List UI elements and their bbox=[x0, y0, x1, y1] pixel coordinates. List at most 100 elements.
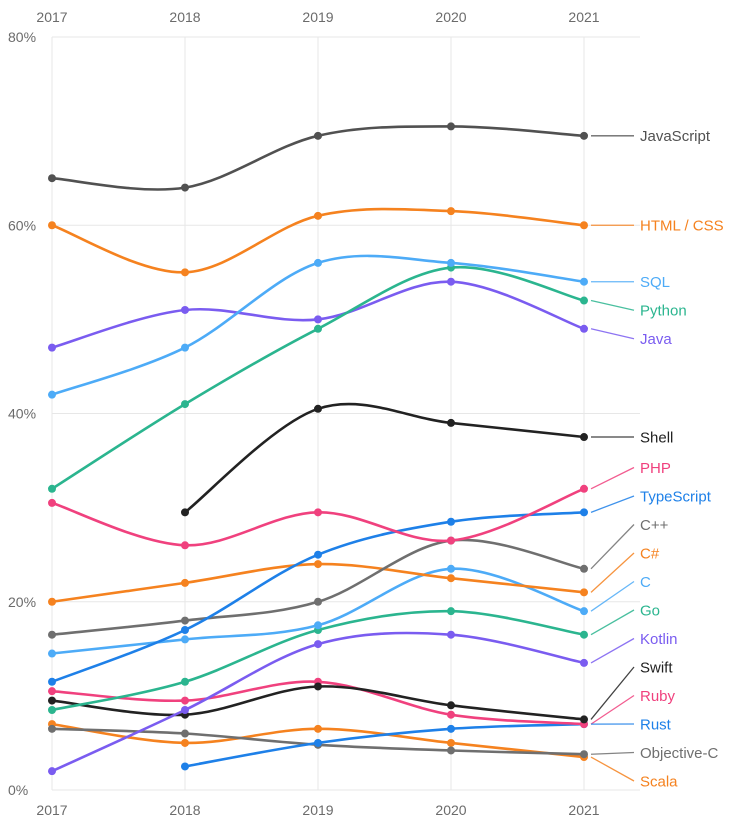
series-point-kotlin bbox=[580, 658, 588, 667]
series-point-java bbox=[580, 324, 588, 333]
y-tick-label: 60% bbox=[8, 217, 36, 233]
series-point-php bbox=[314, 508, 322, 517]
label-connector-python bbox=[590, 299, 635, 311]
series-point-python bbox=[48, 484, 56, 493]
x-tick-label-bottom: 2019 bbox=[302, 802, 333, 818]
series-point-ruby bbox=[48, 687, 56, 696]
series-point-c bbox=[580, 607, 588, 616]
series-point-objective-c bbox=[580, 750, 588, 759]
series-line-rust bbox=[183, 722, 586, 768]
series-point-swift bbox=[314, 682, 322, 691]
series-point-rust bbox=[447, 724, 455, 733]
y-tick-label: 80% bbox=[8, 29, 36, 45]
series-point-html-css bbox=[447, 207, 455, 216]
series-point-objective-c bbox=[48, 724, 56, 733]
x-tick-label-top: 2021 bbox=[568, 9, 599, 25]
series-point-sql bbox=[314, 258, 322, 267]
x-tick-label-top: 2019 bbox=[302, 9, 333, 25]
series-point-typescript bbox=[314, 550, 322, 559]
series-point-sql bbox=[447, 258, 455, 267]
x-tick-label-top: 2017 bbox=[36, 9, 67, 25]
series-point-c bbox=[48, 649, 56, 658]
series-point-shell bbox=[580, 433, 588, 442]
series-point-typescript bbox=[48, 677, 56, 686]
label-connector-objective-c bbox=[590, 751, 635, 755]
x-tick-label-bottom: 2020 bbox=[435, 802, 466, 818]
series-point-kotlin bbox=[447, 630, 455, 639]
series-label-c: C# bbox=[640, 545, 660, 562]
series-point-go bbox=[580, 630, 588, 639]
series-label-sql: SQL bbox=[640, 274, 670, 291]
series-label-shell: Shell bbox=[640, 429, 673, 446]
series-point-html-css bbox=[314, 211, 322, 220]
series-point-typescript bbox=[181, 625, 189, 634]
series-point-html-css bbox=[181, 268, 189, 277]
series-point-kotlin bbox=[181, 705, 189, 714]
series-point-c bbox=[181, 635, 189, 644]
y-tick-label: 40% bbox=[8, 406, 36, 422]
series-point-java bbox=[181, 305, 189, 314]
series-point-c bbox=[181, 578, 189, 587]
x-tick-label-bottom: 2018 bbox=[169, 802, 200, 818]
series-label-c: C++ bbox=[640, 517, 669, 534]
series-point-javascript bbox=[580, 131, 588, 140]
series-point-php bbox=[447, 536, 455, 545]
x-tick-label-bottom: 2017 bbox=[36, 802, 67, 818]
series-point-shell bbox=[314, 404, 322, 413]
series-label-objective-c: Objective-C bbox=[640, 745, 719, 762]
series-point-php bbox=[181, 541, 189, 550]
series-point-javascript bbox=[447, 122, 455, 131]
series-point-ruby bbox=[181, 696, 189, 705]
series-point-typescript bbox=[580, 508, 588, 517]
series-label-python: Python bbox=[640, 302, 687, 319]
series-line-shell bbox=[183, 402, 586, 514]
series-point-go bbox=[48, 705, 56, 714]
series-label-swift: Swift bbox=[640, 659, 673, 676]
series-label-ruby: Ruby bbox=[640, 688, 676, 705]
label-connector-kotlin bbox=[590, 637, 635, 664]
series-point-rust bbox=[181, 762, 189, 771]
series-point-python bbox=[580, 296, 588, 305]
series-label-html-css: HTML / CSS bbox=[640, 218, 724, 235]
series-point-swift bbox=[48, 696, 56, 705]
series-point-rust bbox=[314, 738, 322, 747]
series-point-ruby bbox=[447, 710, 455, 719]
label-connector-php bbox=[590, 466, 635, 490]
series-point-objective-c bbox=[447, 746, 455, 755]
series-point-c bbox=[314, 621, 322, 630]
x-tick-label-top: 2018 bbox=[169, 9, 200, 25]
series-point-scala bbox=[447, 738, 455, 747]
series-point-c bbox=[314, 560, 322, 569]
series-point-shell bbox=[181, 508, 189, 517]
series-point-javascript bbox=[181, 183, 189, 192]
series-point-javascript bbox=[48, 174, 56, 183]
y-tick-label: 0% bbox=[8, 782, 28, 798]
series-label-kotlin: Kotlin bbox=[640, 631, 678, 648]
label-connector-c bbox=[590, 552, 635, 593]
label-connector-swift bbox=[590, 666, 635, 720]
series-point-java bbox=[314, 315, 322, 324]
series-label-rust: Rust bbox=[640, 716, 672, 733]
series-point-typescript bbox=[447, 517, 455, 526]
series-point-c bbox=[314, 597, 322, 606]
series-label-javascript: JavaScript bbox=[640, 128, 711, 145]
series-point-sql bbox=[181, 343, 189, 352]
label-connector-ruby bbox=[590, 694, 635, 725]
label-connector-typescript bbox=[590, 495, 635, 513]
series-label-go: Go bbox=[640, 602, 660, 619]
series-label-java: Java bbox=[640, 331, 672, 348]
series-point-swift bbox=[580, 715, 588, 724]
label-connector-c bbox=[590, 580, 635, 612]
label-connector-go bbox=[590, 609, 635, 636]
series-point-c bbox=[580, 564, 588, 573]
series-point-go bbox=[181, 677, 189, 686]
x-tick-label-bottom: 2021 bbox=[568, 802, 599, 818]
series-point-c bbox=[48, 597, 56, 606]
series-point-shell bbox=[447, 418, 455, 427]
series-point-c bbox=[447, 574, 455, 583]
y-tick-label: 20% bbox=[8, 594, 36, 610]
series-label-scala: Scala bbox=[640, 773, 678, 790]
